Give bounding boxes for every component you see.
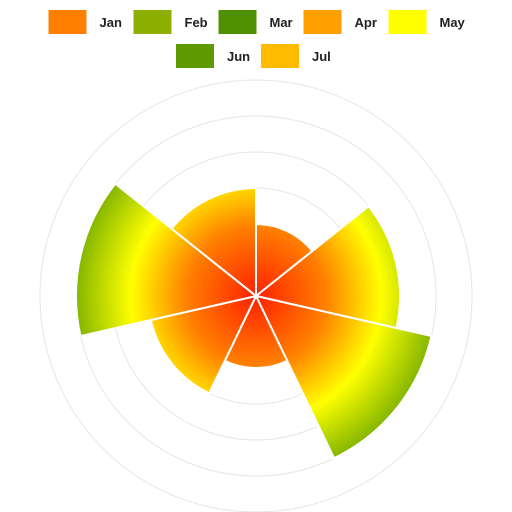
legend-label: Feb — [185, 15, 208, 30]
grid-ring — [39, 79, 473, 512]
legend-label: Jun — [227, 49, 250, 64]
legend-label: Jan — [100, 15, 122, 30]
legend: Jan Feb Mar Apr May Jun Jul — [48, 10, 466, 68]
legend-swatch — [218, 10, 257, 34]
sector-jul[interactable] — [170, 186, 257, 299]
legend-swatch — [176, 44, 214, 68]
legend-item-apr[interactable]: Apr — [303, 10, 377, 34]
sector-may[interactable] — [149, 294, 258, 395]
sector-feb[interactable] — [253, 204, 401, 330]
sector-mar[interactable] — [254, 294, 433, 460]
sectors — [75, 182, 433, 460]
legend-label: Jul — [312, 49, 331, 64]
legend-swatch — [303, 10, 342, 34]
legend-item-mar[interactable]: Mar — [218, 10, 293, 34]
legend-item-jul[interactable]: Jul — [261, 44, 331, 68]
legend-swatch — [133, 10, 172, 34]
sector-apr[interactable] — [223, 293, 289, 369]
legend-swatch — [261, 44, 299, 68]
legend-label: Apr — [355, 15, 377, 30]
legend-swatch — [388, 10, 427, 34]
legend-item-jan[interactable]: Jan — [48, 10, 122, 34]
legend-label: Mar — [270, 15, 293, 30]
legend-item-feb[interactable]: Feb — [133, 10, 208, 34]
legend-swatch — [48, 10, 87, 34]
sector-jan[interactable] — [255, 222, 314, 299]
legend-item-may[interactable]: May — [388, 10, 466, 34]
legend-label: May — [440, 15, 466, 30]
legend-item-jun[interactable]: Jun — [176, 44, 250, 68]
sector-jun[interactable] — [75, 182, 259, 338]
